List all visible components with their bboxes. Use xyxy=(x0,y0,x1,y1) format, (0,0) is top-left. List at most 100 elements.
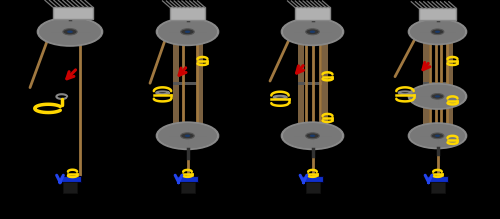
Circle shape xyxy=(410,84,466,109)
Circle shape xyxy=(282,18,343,45)
Circle shape xyxy=(185,135,190,137)
Circle shape xyxy=(156,122,218,149)
Circle shape xyxy=(409,19,466,44)
Bar xyxy=(419,8,456,20)
Bar xyxy=(430,182,444,193)
Circle shape xyxy=(408,19,467,44)
Bar xyxy=(172,82,197,85)
Bar xyxy=(172,41,178,126)
Bar xyxy=(180,182,194,193)
Circle shape xyxy=(38,18,102,46)
Circle shape xyxy=(283,19,342,45)
Circle shape xyxy=(282,18,343,45)
Circle shape xyxy=(410,19,466,44)
Circle shape xyxy=(408,123,467,148)
Bar xyxy=(298,41,304,126)
Circle shape xyxy=(157,122,218,149)
Circle shape xyxy=(435,31,440,33)
Bar xyxy=(196,41,202,126)
Circle shape xyxy=(282,123,343,149)
Circle shape xyxy=(282,123,343,149)
Circle shape xyxy=(158,19,218,45)
Circle shape xyxy=(157,18,218,45)
Circle shape xyxy=(38,18,102,46)
Circle shape xyxy=(408,19,467,44)
Circle shape xyxy=(409,84,466,109)
Bar xyxy=(295,7,330,19)
Circle shape xyxy=(38,18,102,46)
Circle shape xyxy=(431,29,444,35)
Circle shape xyxy=(156,18,218,45)
Circle shape xyxy=(306,133,320,139)
Bar xyxy=(302,176,323,182)
Circle shape xyxy=(306,29,320,35)
Bar xyxy=(322,41,328,126)
Circle shape xyxy=(282,122,343,149)
Circle shape xyxy=(410,19,466,44)
Circle shape xyxy=(158,19,217,45)
Circle shape xyxy=(410,20,465,44)
Circle shape xyxy=(410,84,466,109)
Circle shape xyxy=(408,84,467,109)
Circle shape xyxy=(282,18,344,45)
Bar xyxy=(422,41,428,127)
Circle shape xyxy=(156,122,218,149)
Bar xyxy=(298,82,322,85)
Circle shape xyxy=(409,123,466,148)
Bar xyxy=(52,7,92,19)
Circle shape xyxy=(409,84,466,109)
Circle shape xyxy=(282,19,343,45)
Circle shape xyxy=(282,19,343,45)
Circle shape xyxy=(283,19,342,45)
Bar xyxy=(170,7,205,19)
Bar xyxy=(427,176,448,182)
Circle shape xyxy=(282,18,344,45)
Circle shape xyxy=(63,29,77,35)
Circle shape xyxy=(431,94,444,99)
Circle shape xyxy=(38,18,102,46)
Circle shape xyxy=(157,122,218,149)
Circle shape xyxy=(410,124,466,148)
Circle shape xyxy=(185,31,190,33)
Circle shape xyxy=(67,30,73,33)
Bar xyxy=(63,182,77,193)
Circle shape xyxy=(282,122,343,149)
Bar xyxy=(446,41,452,127)
Circle shape xyxy=(408,123,467,148)
Circle shape xyxy=(283,123,342,149)
Circle shape xyxy=(180,133,194,139)
Circle shape xyxy=(435,95,440,97)
Circle shape xyxy=(157,18,218,45)
Bar xyxy=(60,176,80,182)
Circle shape xyxy=(180,29,194,35)
Circle shape xyxy=(410,124,466,148)
Circle shape xyxy=(158,19,218,45)
Circle shape xyxy=(39,18,101,45)
Circle shape xyxy=(158,123,218,149)
Bar xyxy=(422,82,446,85)
Circle shape xyxy=(410,84,466,109)
Circle shape xyxy=(158,123,218,149)
Circle shape xyxy=(158,123,217,149)
Circle shape xyxy=(431,133,444,139)
Circle shape xyxy=(310,135,315,137)
Circle shape xyxy=(410,124,466,148)
Circle shape xyxy=(410,84,465,108)
Circle shape xyxy=(158,123,217,149)
Circle shape xyxy=(156,18,218,45)
Circle shape xyxy=(409,123,466,148)
Circle shape xyxy=(158,19,217,45)
Circle shape xyxy=(408,84,467,109)
Circle shape xyxy=(283,123,342,149)
Circle shape xyxy=(282,122,344,149)
Bar xyxy=(177,176,198,182)
Circle shape xyxy=(38,18,102,46)
Circle shape xyxy=(38,18,102,46)
Circle shape xyxy=(410,124,465,148)
Circle shape xyxy=(39,18,101,45)
Circle shape xyxy=(409,19,466,44)
Circle shape xyxy=(310,31,315,33)
Circle shape xyxy=(282,122,344,149)
Circle shape xyxy=(410,19,466,44)
Bar xyxy=(306,182,320,193)
